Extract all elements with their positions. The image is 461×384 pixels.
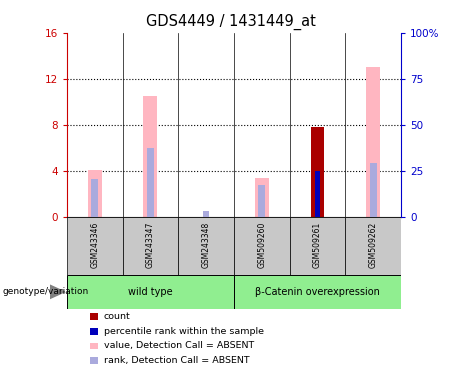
Text: value, Detection Call = ABSENT: value, Detection Call = ABSENT xyxy=(104,341,254,350)
Text: GSM243348: GSM243348 xyxy=(201,222,211,268)
Bar xyxy=(234,275,401,309)
Bar xyxy=(311,127,325,217)
Bar xyxy=(88,170,102,217)
Bar xyxy=(67,217,123,275)
Text: GSM509261: GSM509261 xyxy=(313,222,322,268)
Bar xyxy=(203,211,209,217)
Bar xyxy=(178,217,234,275)
Bar xyxy=(143,96,157,217)
Bar xyxy=(290,217,345,275)
Text: wild type: wild type xyxy=(128,287,173,297)
Bar xyxy=(366,67,380,217)
Text: count: count xyxy=(104,312,130,321)
Text: percentile rank within the sample: percentile rank within the sample xyxy=(104,326,264,336)
Polygon shape xyxy=(50,285,65,299)
Text: GSM243346: GSM243346 xyxy=(90,222,99,268)
Text: GDS4449 / 1431449_at: GDS4449 / 1431449_at xyxy=(146,13,315,30)
Bar xyxy=(255,178,269,217)
Text: genotype/variation: genotype/variation xyxy=(2,287,89,296)
Text: rank, Detection Call = ABSENT: rank, Detection Call = ABSENT xyxy=(104,356,249,365)
Bar xyxy=(123,217,178,275)
Text: GSM509260: GSM509260 xyxy=(257,222,266,268)
Bar xyxy=(234,217,290,275)
Text: GSM243347: GSM243347 xyxy=(146,222,155,268)
Bar xyxy=(315,171,320,217)
Text: GSM509262: GSM509262 xyxy=(369,222,378,268)
Bar xyxy=(147,148,154,217)
Text: β-Catenin overexpression: β-Catenin overexpression xyxy=(255,287,380,297)
Bar xyxy=(67,275,234,309)
Bar xyxy=(259,185,265,217)
Bar xyxy=(345,217,401,275)
Bar xyxy=(370,163,377,217)
Bar xyxy=(91,179,98,217)
